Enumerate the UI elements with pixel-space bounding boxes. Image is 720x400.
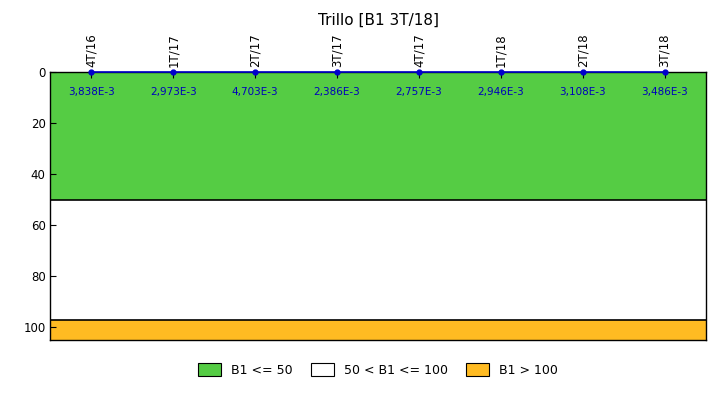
Text: 3,838E-3: 3,838E-3 — [68, 87, 114, 97]
Text: 3,108E-3: 3,108E-3 — [559, 87, 606, 97]
Text: 2,973E-3: 2,973E-3 — [150, 87, 197, 97]
Text: 4,703E-3: 4,703E-3 — [232, 87, 279, 97]
Text: 2,946E-3: 2,946E-3 — [477, 87, 524, 97]
Legend: B1 <= 50, 50 < B1 <= 100, B1 > 100: B1 <= 50, 50 < B1 <= 100, B1 > 100 — [193, 358, 563, 382]
Text: 2,386E-3: 2,386E-3 — [314, 87, 361, 97]
Text: 3,486E-3: 3,486E-3 — [642, 87, 688, 97]
Text: 2,757E-3: 2,757E-3 — [395, 87, 442, 97]
Title: Trillo [B1 3T/18]: Trillo [B1 3T/18] — [318, 13, 438, 28]
